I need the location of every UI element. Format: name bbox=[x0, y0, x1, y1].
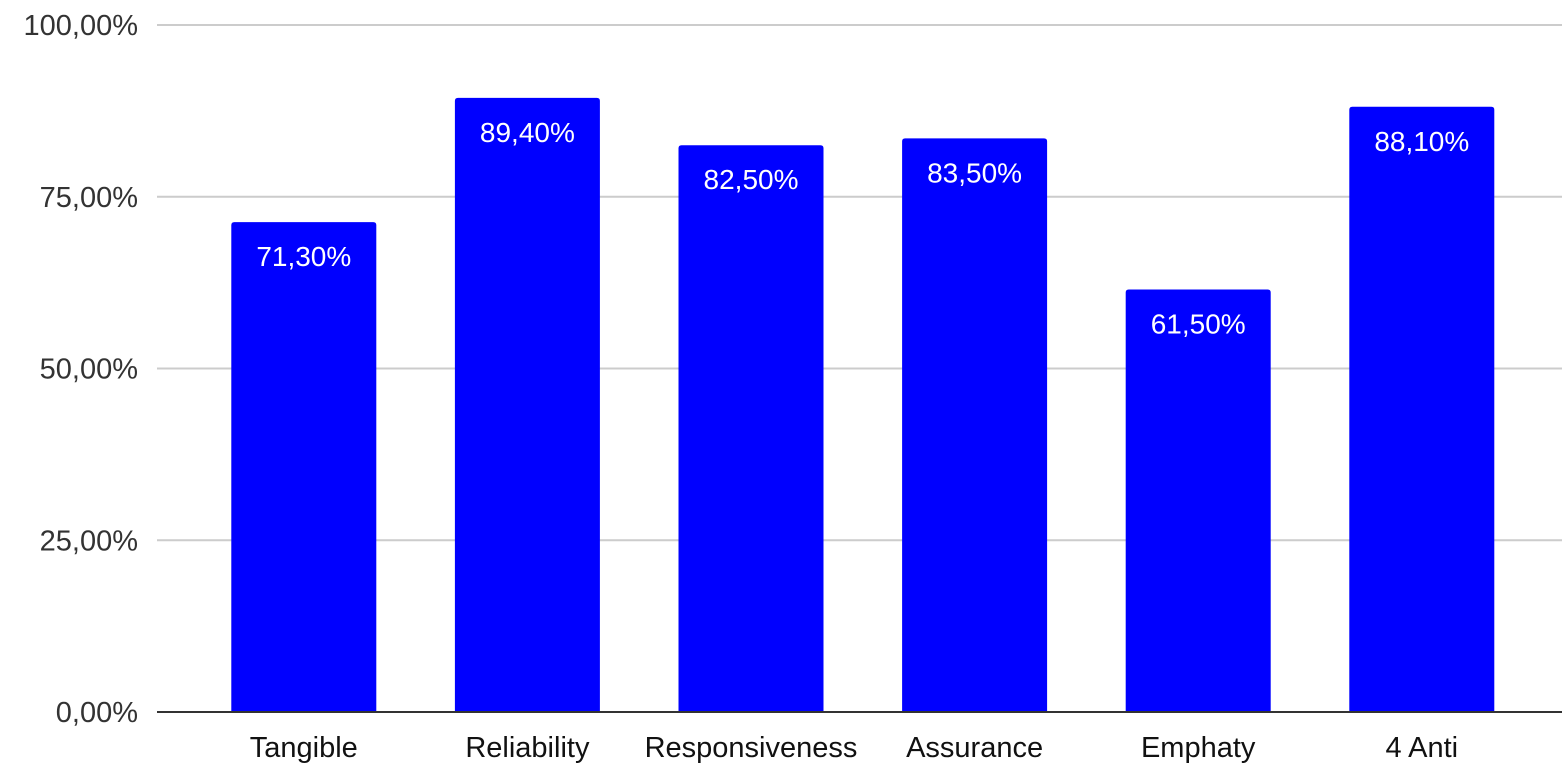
y-tick-label: 0,00% bbox=[56, 697, 138, 729]
data-label: 82,50% bbox=[704, 164, 799, 195]
bars bbox=[231, 97, 1495, 713]
data-label: 71,30% bbox=[256, 241, 351, 272]
bar-responsiveness bbox=[678, 145, 824, 713]
x-category-label: Tangible bbox=[250, 732, 358, 764]
y-tick-label: 100,00% bbox=[24, 10, 139, 42]
bar-data-labels: 71,30% 89,40% 82,50% 83,50% 61,50% 88,10% bbox=[256, 117, 1469, 340]
data-label: 88,10% bbox=[1374, 126, 1469, 157]
bar-4-anti bbox=[1349, 106, 1495, 713]
x-category-label: Assurance bbox=[906, 732, 1043, 764]
y-tick-label: 50,00% bbox=[40, 354, 138, 386]
x-category-label: Reliability bbox=[465, 732, 590, 764]
x-category-label: Responsiveness bbox=[645, 732, 858, 764]
x-axis-category-labels: Tangible Reliability Responsiveness Assuran… bbox=[250, 732, 1458, 764]
bar-reliability bbox=[454, 97, 600, 712]
y-axis-tick-labels: 0,00% 25,00% 50,00% 75,00% 100,00% bbox=[24, 10, 139, 729]
y-tick-label: 75,00% bbox=[40, 182, 138, 214]
data-label: 83,50% bbox=[927, 157, 1022, 188]
data-label: 61,50% bbox=[1151, 308, 1246, 339]
bar-assurance bbox=[902, 138, 1048, 713]
data-label: 89,40% bbox=[480, 117, 575, 148]
bar-emphaty bbox=[1125, 289, 1271, 712]
x-category-label: 4 Anti bbox=[1386, 732, 1459, 764]
gridlines bbox=[157, 24, 1562, 542]
bar-tangible bbox=[231, 222, 377, 712]
y-tick-label: 25,00% bbox=[40, 525, 138, 557]
x-category-label: Emphaty bbox=[1141, 732, 1256, 764]
